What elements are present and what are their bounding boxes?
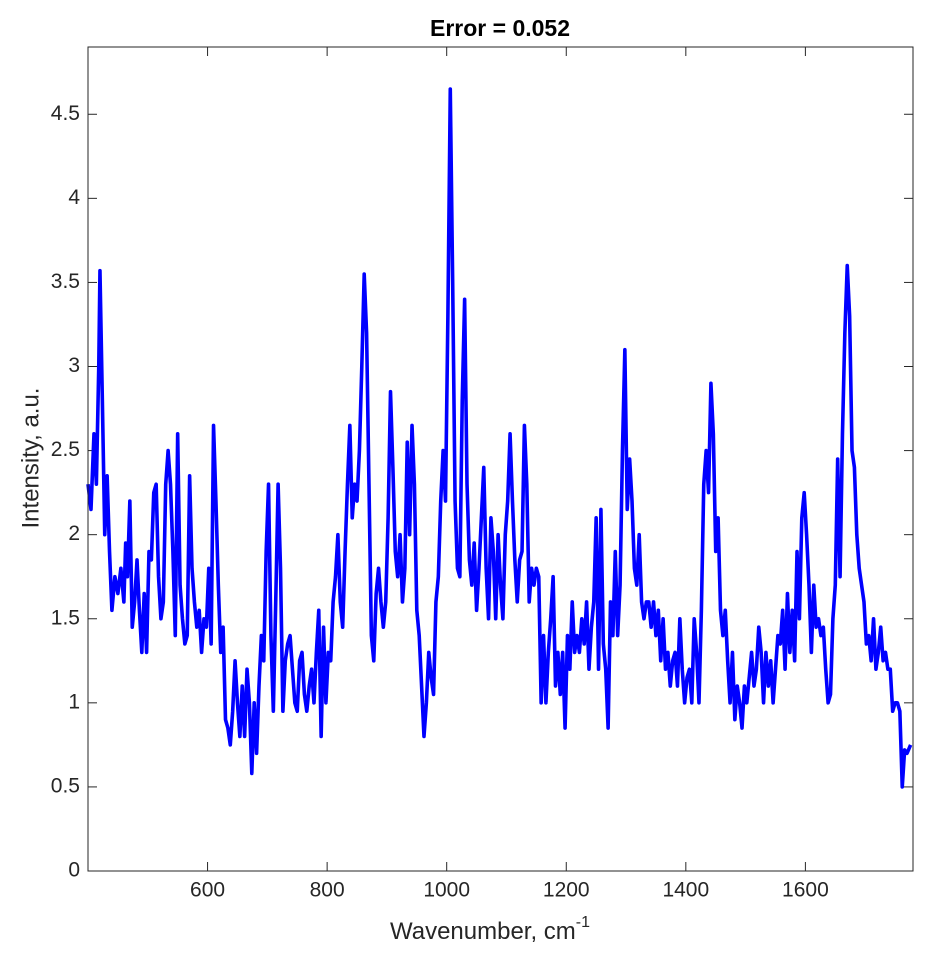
y-tick-label: 1: [68, 690, 80, 713]
y-tick-label: 4: [68, 186, 80, 209]
x-tick-label: 1400: [662, 879, 709, 902]
y-tick-label: 0: [68, 859, 80, 882]
x-axis-label-text: Wavenumber, cm: [390, 918, 576, 945]
plot-frame: [87, 46, 914, 872]
x-tick-label: 1600: [782, 879, 829, 902]
x-axis-label: Wavenumber, cm-1: [390, 914, 590, 945]
x-tick-label: 1000: [423, 879, 470, 902]
y-tick-label: 2: [68, 522, 80, 545]
y-tick-label: 3.5: [51, 270, 80, 293]
x-tick-label: 800: [310, 879, 345, 902]
y-axis-label: Intensity, a.u.: [17, 388, 44, 529]
x-axis-label-superscript: -1: [576, 914, 590, 931]
y-tick-label: 0.5: [51, 774, 80, 797]
y-tick-label: 1.5: [51, 606, 80, 629]
chart-title: Error = 0.052: [430, 15, 570, 41]
y-tick-label: 4.5: [51, 102, 80, 125]
x-tick-label: 1200: [543, 879, 590, 902]
y-tick-label: 2.5: [51, 438, 80, 461]
data-line: [86, 87, 913, 789]
y-tick-label: 3: [68, 354, 80, 377]
x-tick-label: 600: [190, 879, 225, 902]
